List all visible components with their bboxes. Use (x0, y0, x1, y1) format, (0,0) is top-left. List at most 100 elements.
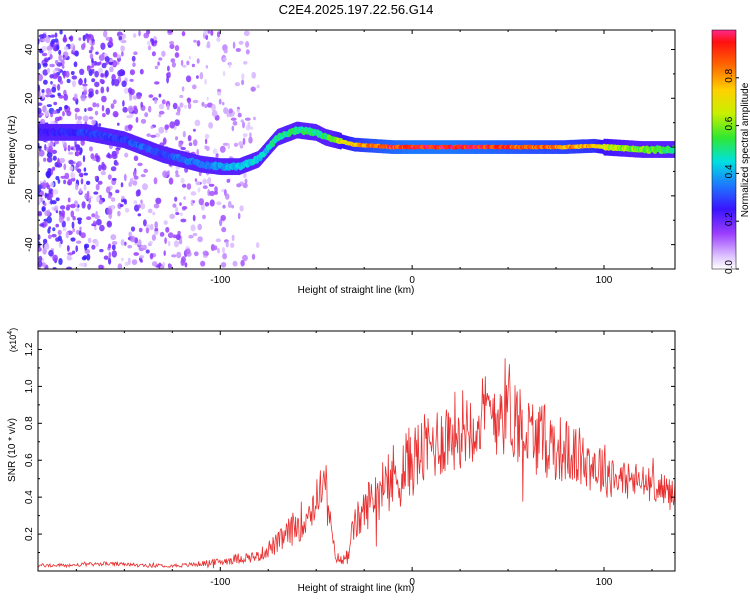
spectrogram-noise-cell (129, 78, 134, 82)
spectrogram-noise-cell (172, 203, 177, 208)
spectrogram-noise-cell (140, 245, 146, 249)
spectrogram-noise-cell (151, 38, 155, 46)
spectrogram-noise-cell (133, 51, 138, 55)
spectrogram-noise-cell (140, 203, 146, 210)
spectrogram-noise-cell (228, 62, 231, 69)
spectrogram-noise-cell (143, 219, 147, 227)
spectrogram-noise-cell (127, 245, 132, 249)
spectrogram-noise-cell (55, 197, 60, 202)
spectrogram-noise-cell (79, 262, 85, 267)
spectrogram-noise-cell (46, 147, 49, 152)
spectrogram-noise-cell (248, 136, 253, 144)
spectrogram-noise-cell (170, 58, 176, 63)
spectrogram-noise-cell (72, 228, 75, 233)
spectrogram-noise-cell (64, 104, 69, 110)
spectrogram-noise-cell (242, 137, 246, 146)
spectrogram-noise-cell (76, 229, 80, 235)
spectrogram-noise-cell (175, 212, 180, 216)
spectrogram-noise-cell (57, 92, 61, 97)
spectrogram-noise-cell (146, 133, 151, 137)
spectrogram-noise-cell (94, 81, 100, 88)
spectrogram-noise-cell (167, 170, 170, 176)
spectrogram-noise-cell (232, 41, 236, 49)
spectrogram-noise-cell (158, 57, 163, 61)
spectrogram-noise-cell (91, 244, 96, 250)
spectrogram-noise-cell (214, 190, 218, 195)
spectrogram-noise-cell (87, 107, 93, 112)
spectrogram-noise-cell (52, 70, 57, 74)
spectrogram-noise-cell (177, 106, 181, 114)
spectrogram-noise-cell (192, 232, 198, 237)
spectrogram-noise-cell (58, 216, 64, 224)
spectrogram-noise-cell (39, 190, 45, 197)
spectrogram-noise-cell (46, 45, 53, 51)
spectrogram-noise-cell (169, 43, 175, 50)
spectrogram-noise-cell (174, 196, 178, 202)
spectrogram-noise-cell (67, 197, 71, 203)
spectrogram-noise-cell (179, 94, 184, 99)
spectrogram-noise-cell (81, 43, 85, 50)
spectrogram-noise-cell (213, 245, 218, 251)
spectrogram-noise-cell (71, 221, 75, 229)
spectrogram-noise-cell (69, 166, 74, 171)
spectrogram-noise-cell (86, 216, 92, 221)
spectrogram-noise-cell (44, 144, 47, 151)
spectrogram-noise-cell (107, 44, 112, 48)
spectrogram-noise-cell (120, 45, 125, 52)
spectrogram-noise-cell (117, 263, 123, 269)
spectrogram-noise-cell (238, 40, 244, 45)
spectrogram-noise-cell (155, 132, 161, 138)
spectrogram-noise-cell (161, 99, 166, 105)
spectrogram-noise-cell (206, 178, 211, 184)
spectrogram-noise-cell (123, 199, 127, 205)
spectrogram-noise-cell (151, 234, 156, 241)
spectrogram-noise-cell (127, 105, 134, 113)
spectrogram-noise-cell (63, 179, 67, 185)
spectrogram-noise-cell (49, 63, 55, 68)
spectrogram-noise-cell (185, 75, 192, 83)
spectrogram-noise-cell (80, 178, 84, 185)
spectrogram-noise-cell (38, 199, 41, 204)
spectrogram-noise-cell (97, 180, 103, 185)
spectrogram-noise-cell (58, 54, 63, 62)
colorbar-gradient (711, 29, 737, 270)
spectrogram-noise-cell (234, 82, 240, 87)
spectrogram-noise-cell (52, 72, 59, 80)
spectrogram-noise-cell (77, 168, 82, 174)
spectrogram-noise-cell (51, 86, 57, 93)
spectrogram-noise-cell (46, 216, 52, 224)
spectrogram-noise-cell (124, 152, 129, 158)
spectrogram-noise-cell (48, 92, 52, 96)
spectrogram-noise-cell (174, 45, 180, 52)
spectrogram-noise-cell (59, 30, 63, 35)
spectrogram-noise-cell (239, 205, 244, 212)
spectrogram-noise-cell (76, 160, 82, 167)
spectrogram-noise-cell (91, 213, 96, 218)
spectrogram-noise-cell (79, 226, 82, 231)
spectrogram-noise-cell (48, 249, 54, 257)
spectrogram-noise-cell (159, 231, 165, 237)
spectrogram-noise-cell (103, 30, 108, 38)
spectrogram-noise-cell (95, 183, 100, 191)
spectrogram-noise-cell (80, 94, 86, 102)
spectrogram-noise-cell (82, 155, 86, 163)
spectrogram-noise-cell (41, 92, 45, 99)
spectrogram-noise-cell (117, 70, 123, 77)
spectrogram-noise-cell (102, 113, 106, 118)
spectrogram-noise-cell (107, 152, 111, 159)
spectrogram-noise-cell (39, 38, 43, 42)
spectrogram-noise-cell (43, 157, 47, 162)
spectrogram-noise-cell (217, 248, 220, 254)
spectrogram-noise-cell (117, 122, 120, 126)
spectrogram-noise-cell (68, 159, 74, 165)
spectrogram-noise-cell (236, 183, 242, 188)
spectrogram-noise-cell (245, 49, 250, 55)
spectrogram-noise-cell (185, 248, 191, 255)
spectrogram-noise-cell (123, 87, 129, 94)
spectrogram-noise-cell (186, 60, 190, 66)
spectrogram-noise-cell (154, 227, 159, 232)
spectrogram-noise-cell (219, 219, 223, 227)
spectrogram-noise-cell (49, 94, 56, 98)
spectrogram-noise-cell (147, 45, 152, 51)
spectrogram-noise-cell (55, 60, 59, 64)
